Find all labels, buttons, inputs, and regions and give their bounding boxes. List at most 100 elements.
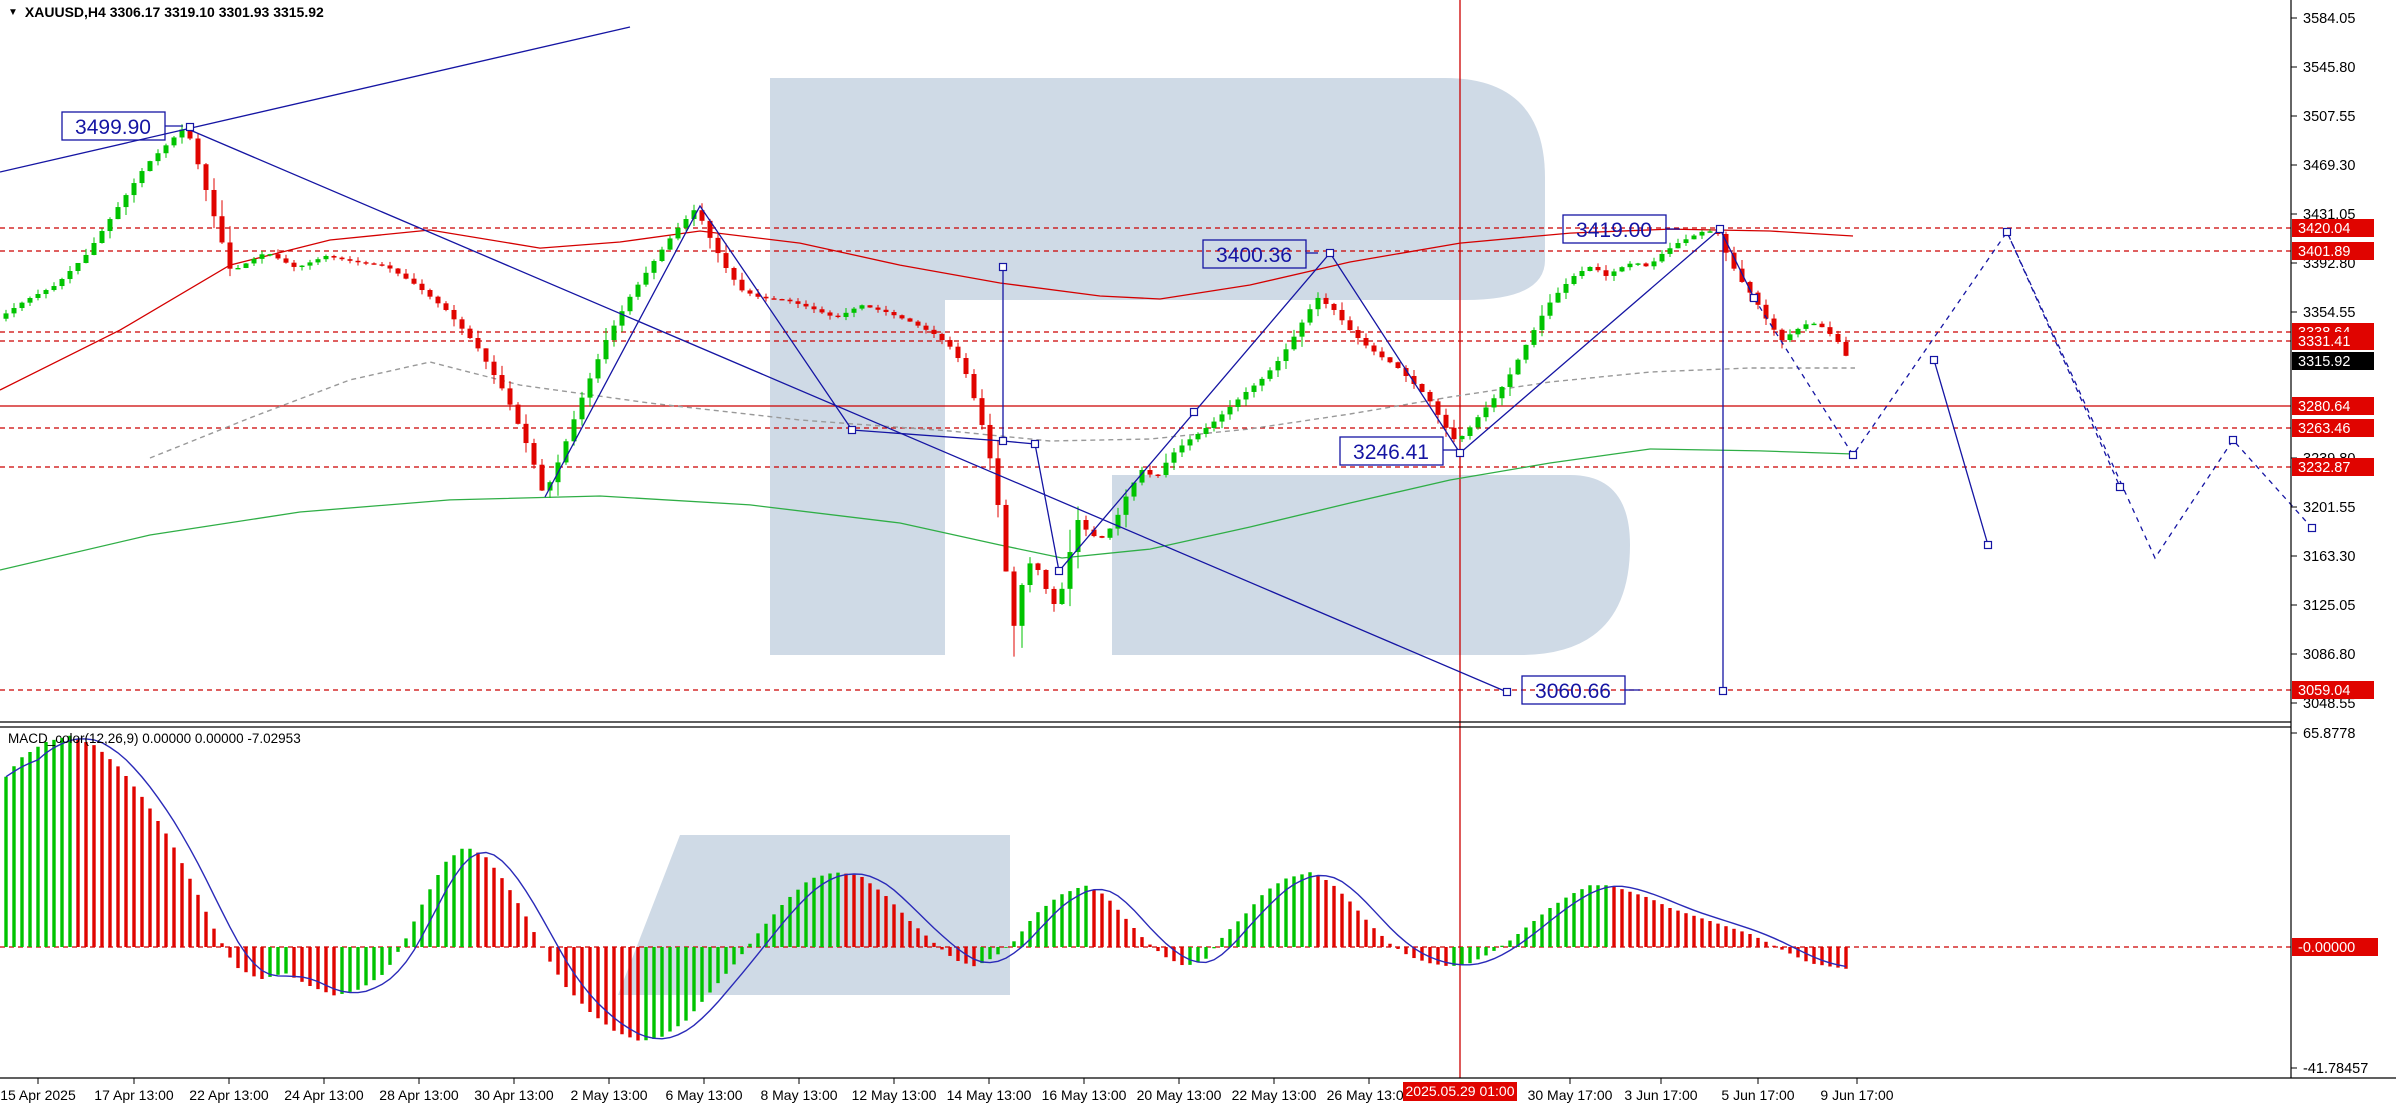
candle [1339,302,1345,325]
candle [1795,327,1801,338]
chevron-down-icon[interactable]: ▼ [8,6,18,18]
candle [395,267,401,277]
candle [219,200,225,244]
time-tick-label: 2 May 13:00 [570,1087,647,1103]
candle [179,124,185,144]
wave-price-label[interactable]: 3060.66 [1521,675,1640,705]
label-text: 2025.05.29 01:00 [1406,1083,1515,1099]
candle [851,306,857,318]
candle-body [467,328,473,339]
candle-body [1515,359,1521,375]
candle-body [835,315,841,318]
label-bg [2292,352,2374,370]
candle [955,342,961,363]
candle [1635,262,1641,267]
candle [1771,314,1777,336]
trendline-handle[interactable] [998,436,1008,446]
macd-tick-label: -41.78457 [2303,1061,2368,1077]
candle-body [1843,341,1849,356]
candle [1763,299,1769,325]
trendline[interactable] [0,26,631,173]
price-tick-label: 3163.30 [2303,549,2355,565]
candle [1835,330,1841,344]
candle [371,262,377,265]
trendline-handle[interactable] [2002,227,2012,237]
trendline-handle[interactable] [1718,686,1728,696]
candle [1779,328,1785,349]
candle-body [1603,270,1609,276]
candle [627,294,633,315]
trendline-handle[interactable] [1929,355,1939,365]
watermark-bottom-band [1112,475,1630,655]
candle-body [1275,361,1281,371]
wave-price-label[interactable]: 3499.90 [61,111,183,141]
trendline-handle[interactable] [1030,439,1040,449]
price-axis[interactable]: 3584.053545.803507.553469.303431.053392.… [2291,11,2378,1077]
candle [1555,287,1561,303]
trendline[interactable] [544,204,853,498]
wave-price-label[interactable]: 3419.00 [1562,214,1680,244]
ma-slow-line [0,448,1854,571]
wave-price-label[interactable]: 3400.36 [1202,239,1318,269]
candle-body [611,325,617,341]
trendline-handle[interactable] [1054,566,1064,576]
candle-body [939,334,945,341]
trendline[interactable] [1933,359,1989,546]
projection-trendline[interactable] [2006,231,2121,488]
macd-zero-label: -0.00000 [2292,938,2378,956]
candle-body [451,309,457,320]
candle-body [379,264,385,266]
wave-price-label[interactable]: 3246.41 [1339,436,1456,466]
level-price-label: 3263.46 [2292,419,2374,437]
candle [1723,231,1729,262]
trendline-handle[interactable] [2307,523,2317,533]
candle [1659,250,1665,263]
trendline-handle[interactable] [2228,435,2238,445]
candle-body [1707,231,1713,233]
time-axis[interactable]: 15 Apr 2025 17 Apr 13:00 22 Apr 13:00 24 Ap… [0,1078,1894,1103]
candle [1395,361,1401,369]
trendline-handle[interactable] [1325,248,1335,258]
trendline-handle[interactable] [1848,450,1858,460]
candle-body [123,195,129,208]
candle-body [1547,302,1553,316]
projection-trendline[interactable] [1753,230,2313,560]
candle-body [1299,322,1305,337]
candle-body [1195,434,1201,440]
candle-body [1595,266,1601,271]
candle-body [1587,266,1593,272]
candle [947,336,953,350]
candle [307,259,313,270]
trendline-handle[interactable] [847,425,857,435]
candle [1691,234,1697,240]
trendline-handle[interactable] [998,262,1008,272]
candle [419,279,425,295]
candle [427,288,433,300]
candle [771,295,777,300]
candle [1611,268,1617,281]
candle-body [11,308,17,314]
trendline-handle[interactable] [1502,687,1512,697]
candle [1187,435,1193,451]
candle-body [1235,399,1241,407]
candle [875,304,881,313]
trendline-handle[interactable] [2115,482,2125,492]
trendline-handle[interactable] [1715,224,1725,234]
candle-body [1091,529,1097,537]
candle-body [83,254,89,263]
trendline[interactable] [189,129,1508,693]
candle-body [43,290,49,295]
trendline-handle[interactable] [185,122,195,132]
candle [763,293,769,302]
candle [1363,333,1369,349]
candle-body [995,458,1001,505]
price-tick-label: 3086.80 [2303,647,2355,663]
candle-body [1131,482,1137,497]
trendline-handle[interactable] [1189,407,1199,417]
trendline-handle[interactable] [1983,540,1993,550]
trendline-handle[interactable] [1455,448,1465,458]
candle [603,328,609,364]
trendline-handle[interactable] [1749,293,1759,303]
candle [1787,329,1793,343]
